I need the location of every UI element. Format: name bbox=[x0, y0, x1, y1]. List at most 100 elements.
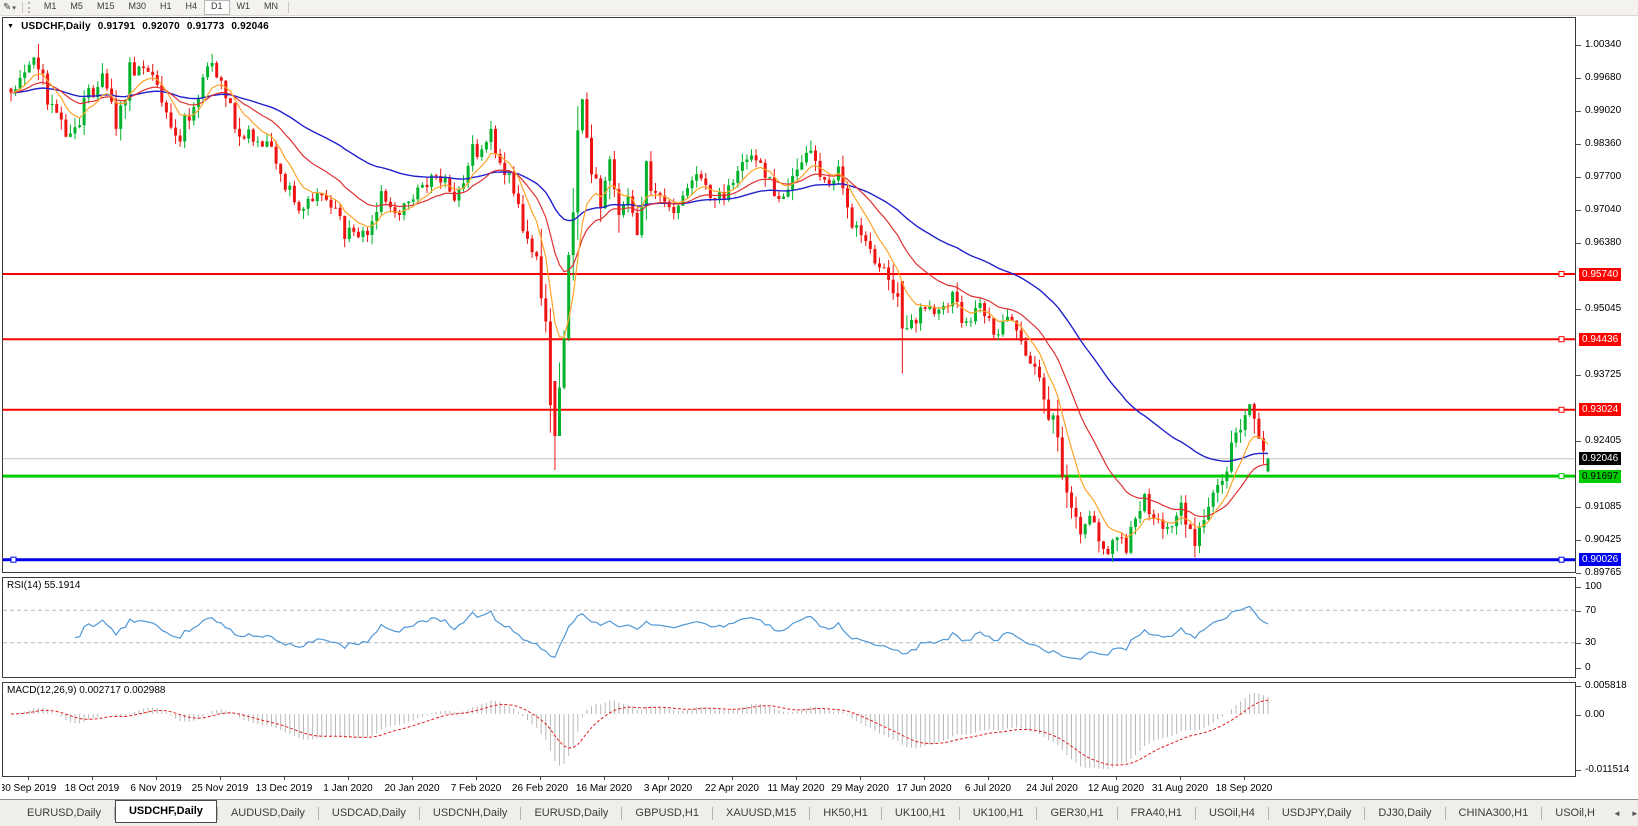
macd-indicator-panel: MACD(12,26,9) 0.002717 0.002988 bbox=[2, 682, 1576, 777]
collapse-icon[interactable]: ▼ bbox=[7, 23, 15, 30]
date-axis-tick bbox=[796, 777, 797, 780]
level-price-label: 0.90026 bbox=[1579, 553, 1622, 567]
rsi-axis-tick bbox=[1576, 643, 1581, 645]
date-axis-label: 12 Aug 2020 bbox=[1087, 783, 1145, 794]
tab-eurusd-daily[interactable]: EURUSD,Daily bbox=[27, 807, 101, 819]
date-axis-tick bbox=[348, 777, 349, 780]
tab-eurusd-daily[interactable]: EURUSD,Daily bbox=[534, 807, 609, 819]
tab-separator bbox=[1195, 806, 1197, 820]
line-handle[interactable] bbox=[1558, 271, 1565, 277]
date-axis-label: 25 Nov 2019 bbox=[191, 783, 249, 794]
line-handle[interactable] bbox=[1558, 406, 1565, 413]
tab-china300-h1[interactable]: CHINA300,H1 bbox=[1458, 807, 1529, 819]
macd-axis-tick bbox=[1576, 769, 1581, 771]
date-axis-tick bbox=[604, 777, 605, 780]
line-handle[interactable] bbox=[1558, 556, 1565, 563]
line-handle[interactable] bbox=[1558, 336, 1565, 343]
rsi-axis-label: 30 bbox=[1585, 637, 1597, 649]
price-axis-tick bbox=[1576, 309, 1581, 311]
period-button-m15[interactable]: M15 bbox=[96, 1, 115, 11]
tab-gbpusd-h1[interactable]: GBPUSD,H1 bbox=[635, 807, 699, 819]
period-button-m1[interactable]: M1 bbox=[43, 1, 57, 11]
price-axis-tick bbox=[1576, 209, 1581, 211]
tab-separator bbox=[621, 806, 623, 820]
price-axis-label: 0.97040 bbox=[1585, 203, 1622, 215]
tab-separator bbox=[317, 806, 319, 820]
toolbar-separator bbox=[288, 2, 290, 13]
price-axis-label: 0.99020 bbox=[1585, 104, 1622, 116]
macd-signal-line bbox=[10, 699, 1269, 766]
chevron-down-icon[interactable]: ▾ bbox=[12, 4, 16, 12]
tab-uk100-h1[interactable]: UK100,H1 bbox=[894, 807, 946, 819]
crosshair-tool-icon[interactable]: ✎ bbox=[3, 2, 12, 13]
ohlc-high: 0.92070 bbox=[142, 21, 180, 32]
period-button-m30[interactable]: M30 bbox=[128, 1, 146, 11]
tab-fra40-h1[interactable]: FRA40,H1 bbox=[1130, 807, 1183, 819]
tab-hk50-h1[interactable]: HK50,H1 bbox=[823, 807, 868, 819]
ohlc-low: 0.91773 bbox=[186, 21, 225, 32]
date-axis-label: 22 Apr 2020 bbox=[705, 783, 759, 794]
price-axis-tick bbox=[1576, 507, 1581, 509]
level-price-label: 0.94436 bbox=[1579, 332, 1622, 346]
date-axis-tick bbox=[284, 777, 285, 780]
line-handle[interactable] bbox=[1558, 473, 1565, 480]
price-axis-label: 1.00340 bbox=[1585, 38, 1622, 50]
candlestick-series bbox=[9, 44, 1270, 562]
date-axis-label: 17 Jun 2020 bbox=[896, 783, 952, 794]
price-axis-label: 0.96380 bbox=[1585, 236, 1622, 248]
date-axis-tick bbox=[92, 777, 93, 780]
chart-tab-bar: EURUSD,Daily USDCHF,Daily AUDUSD,Daily USDC… bbox=[0, 799, 1638, 826]
period-button-w1[interactable]: W1 bbox=[236, 1, 251, 11]
tab-usdcad-daily[interactable]: USDCAD,Daily bbox=[331, 807, 406, 819]
period-button-d1[interactable]: D1 bbox=[204, 0, 230, 15]
date-axis: 30 Sep 2019 18 Oct 2019 6 Nov 2019 25 Nov 2… bbox=[2, 777, 1576, 799]
tab-separator bbox=[1364, 806, 1366, 820]
date-axis-label: 6 Jul 2020 bbox=[964, 783, 1012, 794]
tab-xauusd-m15[interactable]: XAUUSD,M15 bbox=[725, 807, 797, 819]
ma-fast-line bbox=[10, 73, 1269, 538]
ohlc-close: 0.92046 bbox=[231, 21, 269, 32]
macd-histogram bbox=[15, 692, 1269, 770]
date-axis-label: 30 Sep 2019 bbox=[2, 783, 57, 794]
period-button-h1[interactable]: H1 bbox=[159, 1, 172, 11]
tab-usdchf-daily[interactable]: USDCHF,Daily bbox=[114, 799, 217, 823]
tab-usoil-h[interactable]: USOil,H bbox=[1555, 807, 1595, 819]
period-button-h4[interactable]: H4 bbox=[185, 1, 197, 11]
tab-scroll-left-icon[interactable]: ◄ bbox=[1612, 808, 1621, 818]
date-axis-label: 20 Jan 2020 bbox=[384, 783, 440, 794]
date-axis-tick bbox=[220, 777, 221, 780]
toolbar-grip-handle[interactable] bbox=[27, 2, 32, 13]
period-button-mn[interactable]: MN bbox=[264, 1, 279, 11]
period-button-group: M1 M5 M15 M30 H1 H4 D1 W1 MN bbox=[37, 0, 285, 15]
tab-usdjpy-daily[interactable]: USDJPY,Daily bbox=[1281, 807, 1352, 819]
rsi-axis-tick bbox=[1576, 586, 1581, 588]
date-axis-label: 13 Dec 2019 bbox=[255, 783, 313, 794]
ma-slow-line bbox=[10, 87, 1269, 463]
tab-usoil-h4[interactable]: USOil,H4 bbox=[1209, 807, 1255, 819]
tab-uk100-h1[interactable]: UK100,H1 bbox=[972, 807, 1024, 819]
tab-scroll-right-icon[interactable]: ► bbox=[1630, 808, 1638, 818]
date-axis-tick bbox=[1180, 777, 1181, 780]
price-axis-tick bbox=[1576, 110, 1581, 112]
period-button-m5[interactable]: M5 bbox=[70, 1, 83, 11]
date-axis-label: 7 Feb 2020 bbox=[450, 783, 502, 794]
tab-audusd-daily[interactable]: AUDUSD,Daily bbox=[230, 807, 305, 819]
date-axis-label: 31 Aug 2020 bbox=[1151, 783, 1209, 794]
rsi-axis-label: 100 bbox=[1585, 580, 1602, 592]
line-handle[interactable] bbox=[10, 556, 17, 563]
ohlc-open: 0.91791 bbox=[97, 21, 136, 32]
tab-usdcnh-daily[interactable]: USDCNH,Daily bbox=[432, 807, 508, 819]
tab-dj30-daily[interactable]: DJ30,Daily bbox=[1378, 807, 1432, 819]
price-axis-tick bbox=[1576, 540, 1581, 542]
date-axis-label: 1 Jan 2020 bbox=[323, 783, 373, 794]
macd-axis-tick bbox=[1576, 686, 1581, 688]
price-axis-label: 0.92405 bbox=[1585, 435, 1622, 447]
macd-axis-tick bbox=[1576, 714, 1581, 716]
price-axis-tick bbox=[1576, 44, 1581, 46]
tab-separator bbox=[216, 806, 218, 820]
chart-symbol-label: USDCHF,Daily bbox=[21, 21, 91, 32]
chart-tabs: EURUSD,Daily USDCHF,Daily AUDUSD,Daily USDC… bbox=[14, 799, 1608, 823]
tab-ger30-h1[interactable]: GER30,H1 bbox=[1050, 807, 1104, 819]
date-axis-tick bbox=[732, 777, 733, 780]
date-axis-tick bbox=[412, 777, 413, 780]
